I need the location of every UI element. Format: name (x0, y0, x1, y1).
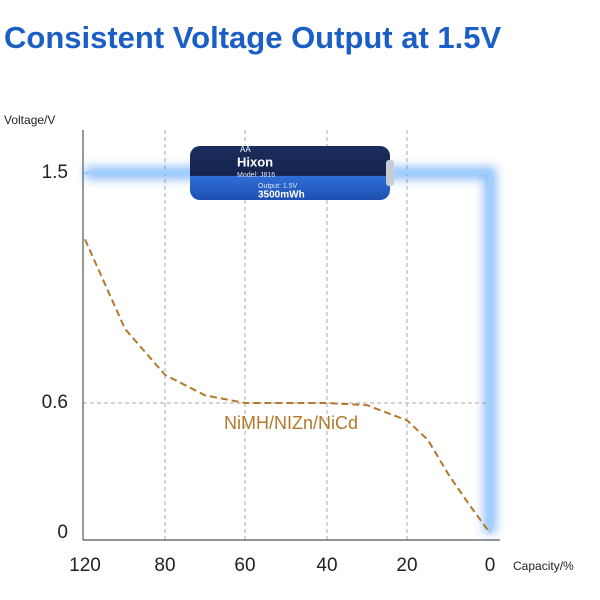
battery-terminal (386, 160, 394, 186)
y-tick-label: 1.5 (42, 162, 68, 183)
x-axis-label: Capacity/% (513, 559, 574, 573)
battery: AA Hixon Model: J816 Output: 1.5V 3500mW… (190, 145, 394, 201)
x-tick-label: 40 (316, 555, 337, 576)
series-label: NiMH/NIZn/NiCd (224, 413, 358, 433)
line-glow (85, 167, 496, 533)
x-tick-label: 0 (485, 555, 496, 576)
x-tick-label: 20 (396, 555, 417, 576)
battery-brand: Hixon (237, 154, 273, 169)
plot-area: NiMH/NIZn/NiCd (84, 167, 496, 534)
battery-body (190, 146, 390, 200)
x-tick-label: 60 (234, 555, 255, 576)
battery-model: Model: J816 (237, 172, 275, 179)
line (85, 171, 492, 533)
chart-title: Consistent Voltage Output at 1.5V (4, 20, 502, 55)
battery-capacity: 3500mWh (258, 190, 305, 201)
line (84, 238, 491, 534)
battery-output: Output: 1.5V (258, 183, 298, 190)
battery-size: AA (240, 145, 251, 154)
x-tick-label: 80 (154, 555, 175, 576)
y-axis-label: Voltage/V (4, 113, 55, 127)
x-tick-label: 120 (69, 555, 101, 576)
y-tick-label: 0 (57, 522, 68, 543)
y-tick-label: 0.6 (42, 392, 68, 413)
